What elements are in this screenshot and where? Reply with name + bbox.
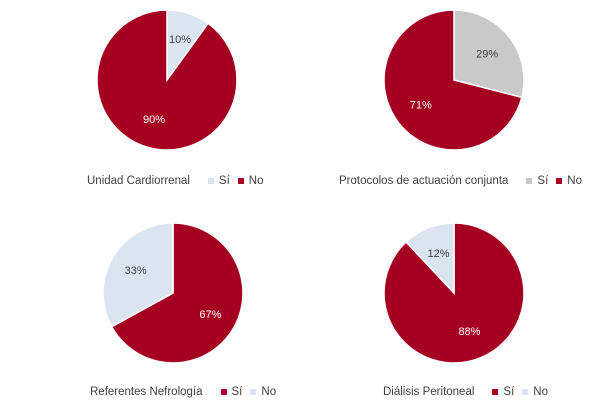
- legend-dialisis-peritoneal: Diálisis Peritoneal Sí No: [383, 386, 548, 398]
- legend-item-no: No: [250, 386, 276, 398]
- legend-item-si: Sí: [492, 386, 514, 398]
- legend-protocolos-actuacion-conjunta: Protocolos de actuación conjunta Sí No: [339, 175, 582, 187]
- legend-swatch-si: [220, 389, 227, 395]
- pie-slice-no: [96, 9, 238, 151]
- legend-swatch-no: [522, 389, 529, 395]
- data-label-no: 71%: [410, 100, 432, 112]
- pie-chart-unidad-cardiorrenal: 10% 90% Unidad Cardiorrenal Sí No: [0, 0, 301, 206]
- legend-item-si: Sí: [220, 386, 243, 398]
- data-label-no: 12%: [428, 248, 450, 260]
- chart-title: Diálisis Peritoneal: [383, 386, 475, 398]
- legend-swatch-si: [526, 178, 533, 184]
- pie-svg-unidad-cardiorrenal: 10% 90%: [96, 9, 238, 151]
- legend-label-no: No: [567, 175, 582, 187]
- legend-swatch-no: [237, 178, 244, 184]
- legend-label-si: Sí: [503, 386, 515, 398]
- legend-swatch-no: [556, 178, 563, 184]
- legend-swatch-si: [207, 178, 214, 184]
- legend-label-no: No: [533, 386, 548, 398]
- data-label-si: 10%: [169, 34, 191, 46]
- data-label-si: 29%: [476, 48, 498, 60]
- chart-title: Referentes Nefrología: [90, 386, 203, 398]
- legend-item-no: No: [556, 175, 582, 187]
- legend-label-no: No: [248, 175, 264, 187]
- pie-slice-no: [383, 9, 523, 151]
- pie-svg-dialisis-peritoneal: 88% 12%: [383, 222, 525, 364]
- pie-chart-protocolos-actuacion-conjunta: 29% 71% Protocolos de actuación conjunta …: [301, 0, 602, 206]
- data-label-no: 90%: [143, 114, 165, 126]
- legend-swatch-si: [492, 389, 499, 395]
- legend-label-si: Sí: [231, 386, 243, 398]
- legend-item-no: No: [237, 175, 264, 187]
- pie-svg-protocolos-actuacion-conjunta: 29% 71%: [383, 9, 525, 151]
- legend-item-no: No: [522, 386, 548, 398]
- data-label-si: 88%: [458, 326, 480, 338]
- pie-slice-si: [110, 222, 244, 364]
- data-label-si: 67%: [199, 309, 221, 321]
- legend-label-si: Sí: [218, 175, 230, 187]
- legend-item-si: Sí: [207, 175, 230, 187]
- pie-slice-no: [405, 222, 455, 295]
- legend-label-si: Sí: [537, 175, 549, 187]
- legend-referentes-nefrologia: Referentes Nefrología Sí No: [90, 386, 276, 398]
- data-label-no: 33%: [125, 265, 147, 277]
- pie-slice-no: [102, 222, 174, 328]
- pie-slice-si: [453, 9, 525, 99]
- legend-label-no: No: [261, 386, 277, 398]
- pie-chart-referentes-nefrologia: 67% 33% Referentes Nefrología Sí No: [0, 207, 301, 413]
- chart-title: Unidad Cardiorrenal: [87, 175, 190, 187]
- legend-unidad-cardiorrenal: Unidad Cardiorrenal Sí No: [87, 175, 264, 187]
- legend-item-si: Sí: [526, 175, 548, 187]
- chart-title: Protocolos de actuación conjunta: [339, 175, 509, 187]
- pie-svg-referentes-nefrologia: 67% 33%: [102, 222, 244, 364]
- legend-swatch-no: [250, 389, 257, 395]
- pie-chart-dialisis-peritoneal: 88% 12% Diálisis Peritoneal Sí No: [301, 207, 602, 413]
